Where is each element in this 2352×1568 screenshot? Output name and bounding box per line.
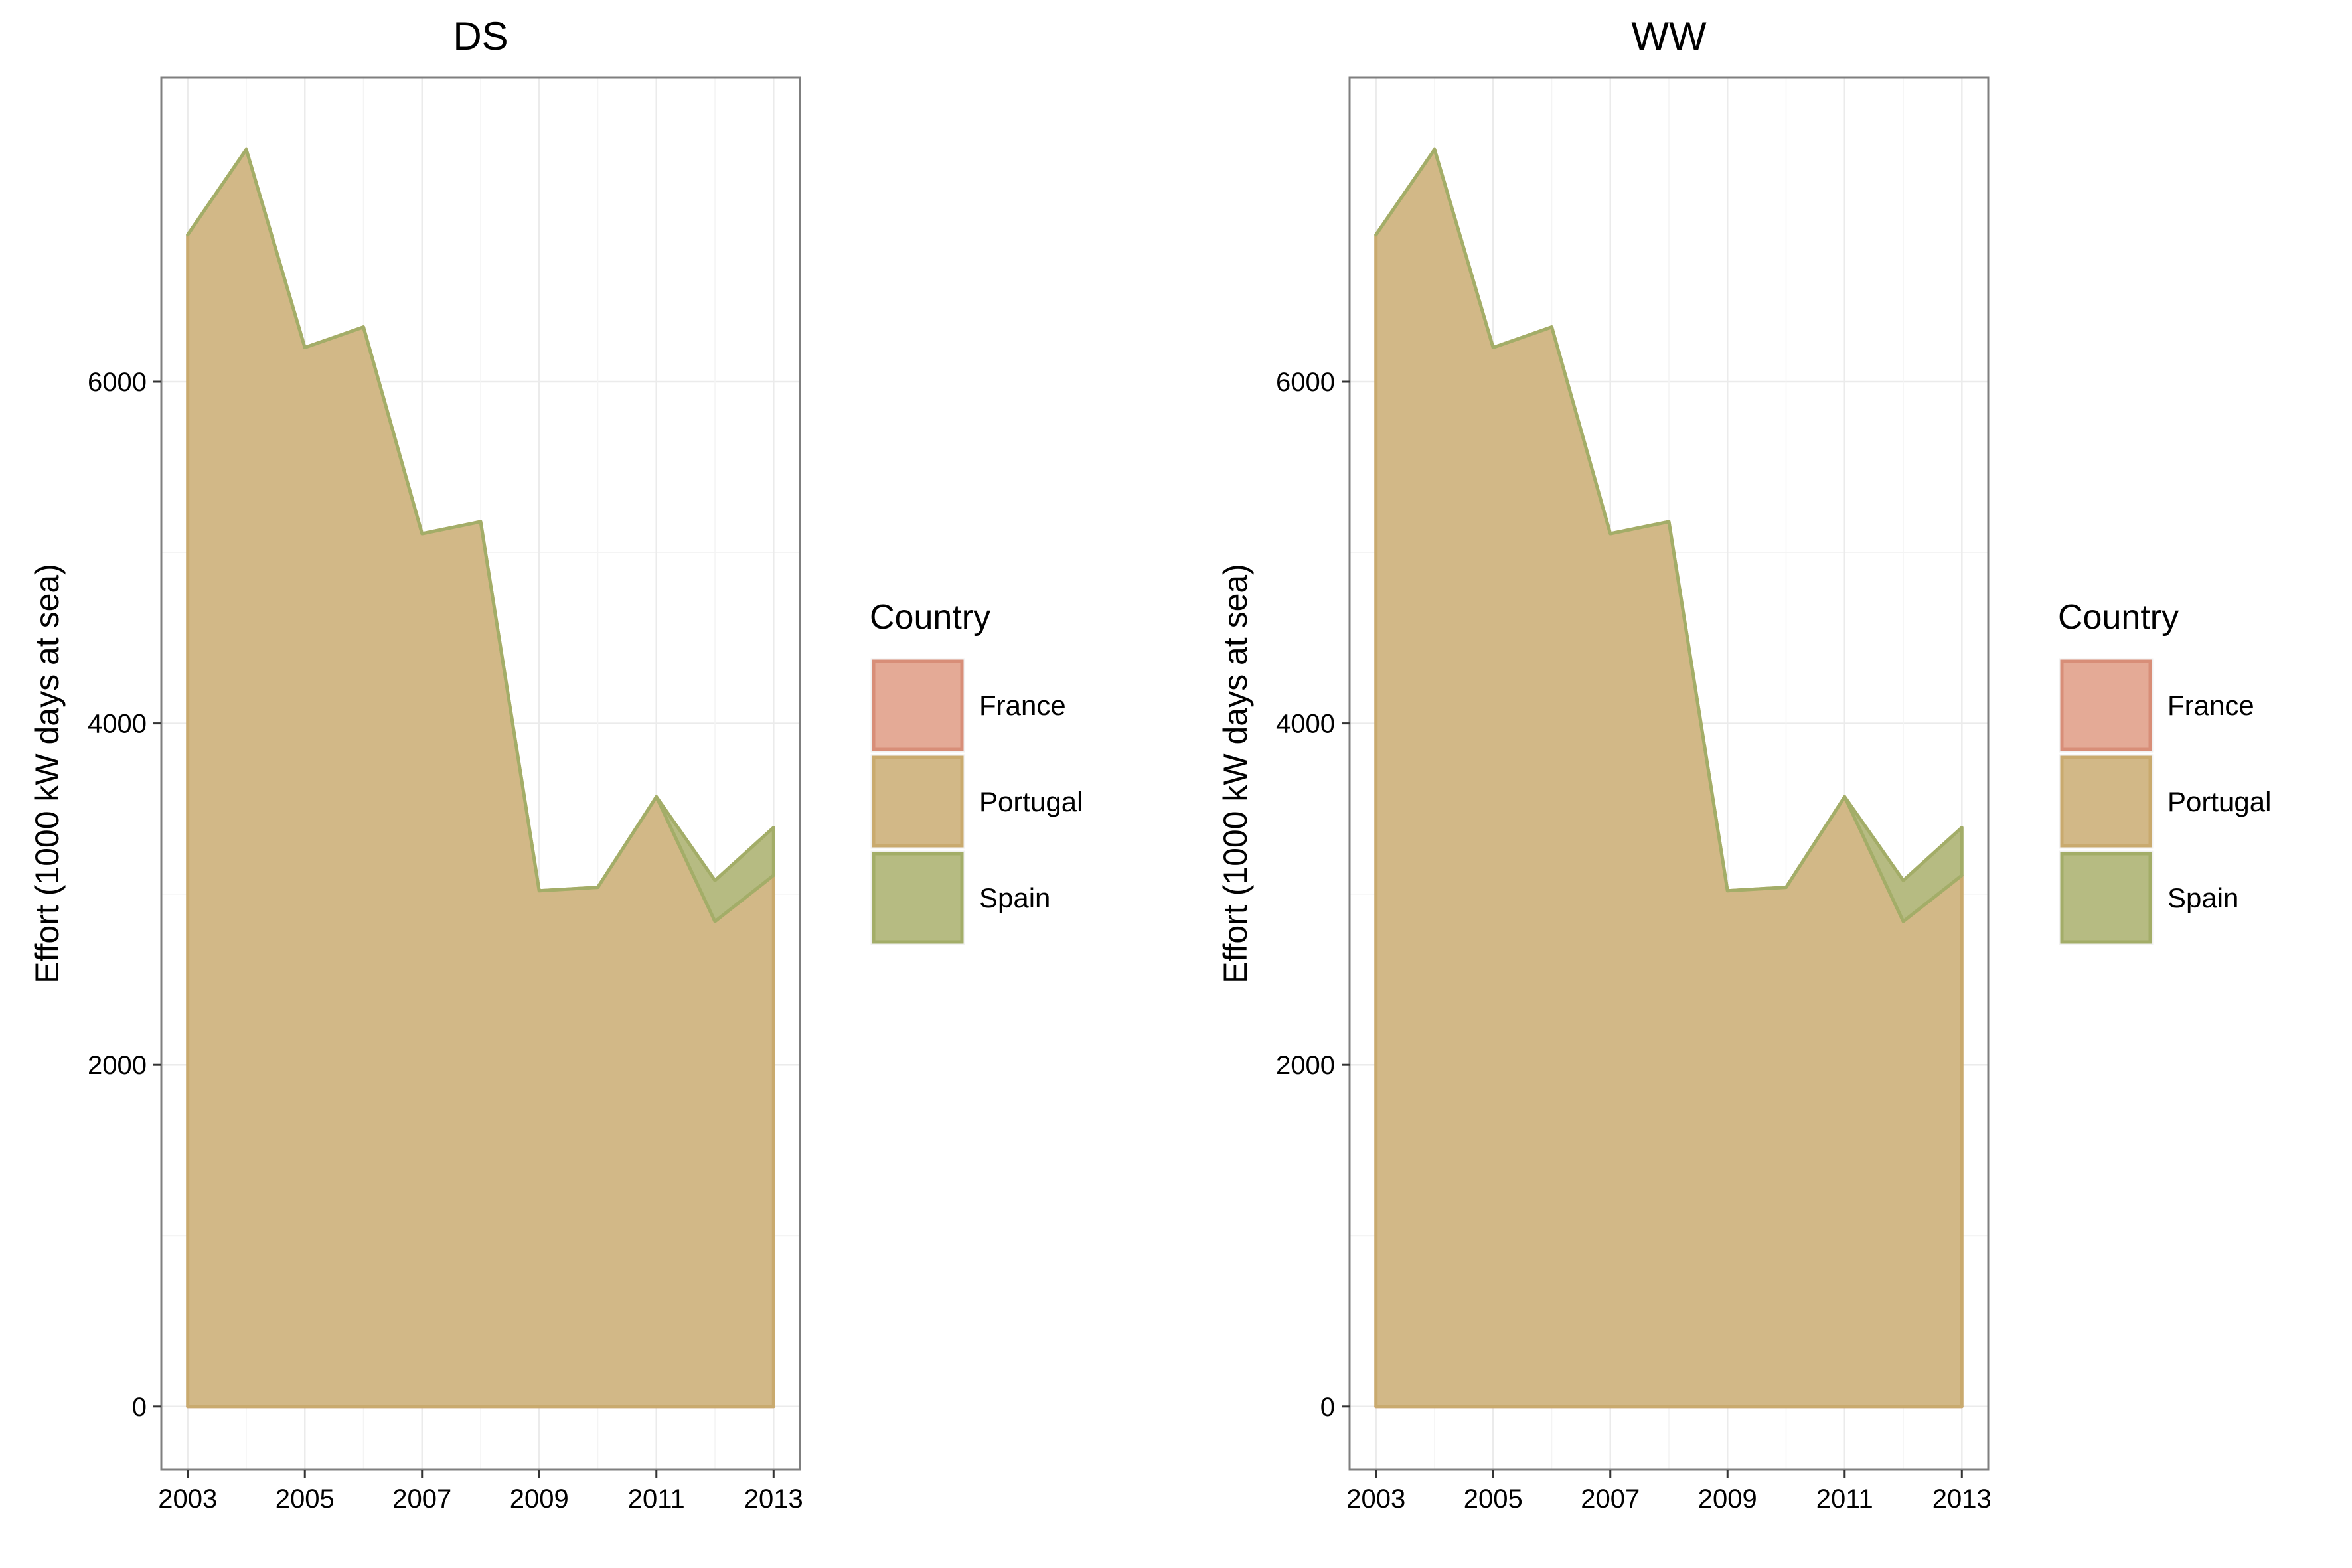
x-tick-label: 2003 [1346,1484,1405,1514]
legend-key-france [872,659,964,751]
y-tick-label: 0 [132,1393,147,1422]
plot-border [160,76,801,1471]
x-tick-label: 2007 [1581,1484,1640,1514]
legend: Country France Portugal Spain [868,598,1083,947]
panel-title: DS [453,14,508,58]
x-tick-label: 2005 [1464,1484,1523,1514]
legend-key-portugal [872,755,964,848]
legend-key-portugal [2060,755,2152,848]
y-tick-label: 2000 [88,1051,147,1080]
area-series-spain [1374,147,1964,923]
y-tick-label: 2000 [1276,1051,1335,1080]
x-tick-label: 2011 [1816,1484,1873,1514]
x-tick-label: 2013 [1932,1484,1992,1514]
y-tick-label: 6000 [1276,368,1335,397]
legend-label-portugal: Portugal [979,786,1083,817]
legend-title: Country [2058,598,2179,637]
area-layer [186,147,775,1409]
y-axis-label: Effort (1000 kW days at sea) [1217,564,1254,984]
x-tick-label: 2007 [392,1484,451,1514]
legend-title: Country [870,598,990,637]
legend-label-portugal: Portugal [2167,786,2271,817]
legend-label-france: France [2167,690,2254,721]
chart-panel-ww: 0 2000 4000 6000 2003 2005 2007 2009 2011 2013 WW E… [1217,14,2271,1514]
y-tick-label: 6000 [88,368,147,397]
y-tick-label: 0 [1320,1393,1335,1422]
x-tick-label: 2009 [1698,1484,1757,1514]
legend-key-spain [2060,852,2152,944]
x-tick-label: 2013 [744,1484,803,1514]
legend-label-spain: Spain [2167,882,2238,913]
legend: Country France Portugal Spain [2057,598,2271,947]
panel-title: WW [1631,14,1707,58]
plot-border [1348,76,1990,1471]
x-tick-label: 2011 [628,1484,685,1514]
y-axis-label: Effort (1000 kW days at sea) [29,564,66,984]
legend-key-france [2060,659,2152,751]
legend-label-spain: Spain [979,882,1050,913]
legend-key-spain [872,852,964,944]
y-tick-label: 4000 [1276,710,1335,739]
y-tick-label: 4000 [88,710,147,739]
x-tick-label: 2003 [158,1484,217,1514]
chart-panel-ds: 0 2000 4000 6000 2003 2005 2007 2009 2011 2013 DS E… [29,14,1083,1514]
x-tick-label: 2005 [275,1484,335,1514]
legend-label-france: France [979,690,1066,721]
area-series-spain [186,147,775,923]
area-layer [1374,147,1964,1409]
x-tick-label: 2009 [510,1484,569,1514]
